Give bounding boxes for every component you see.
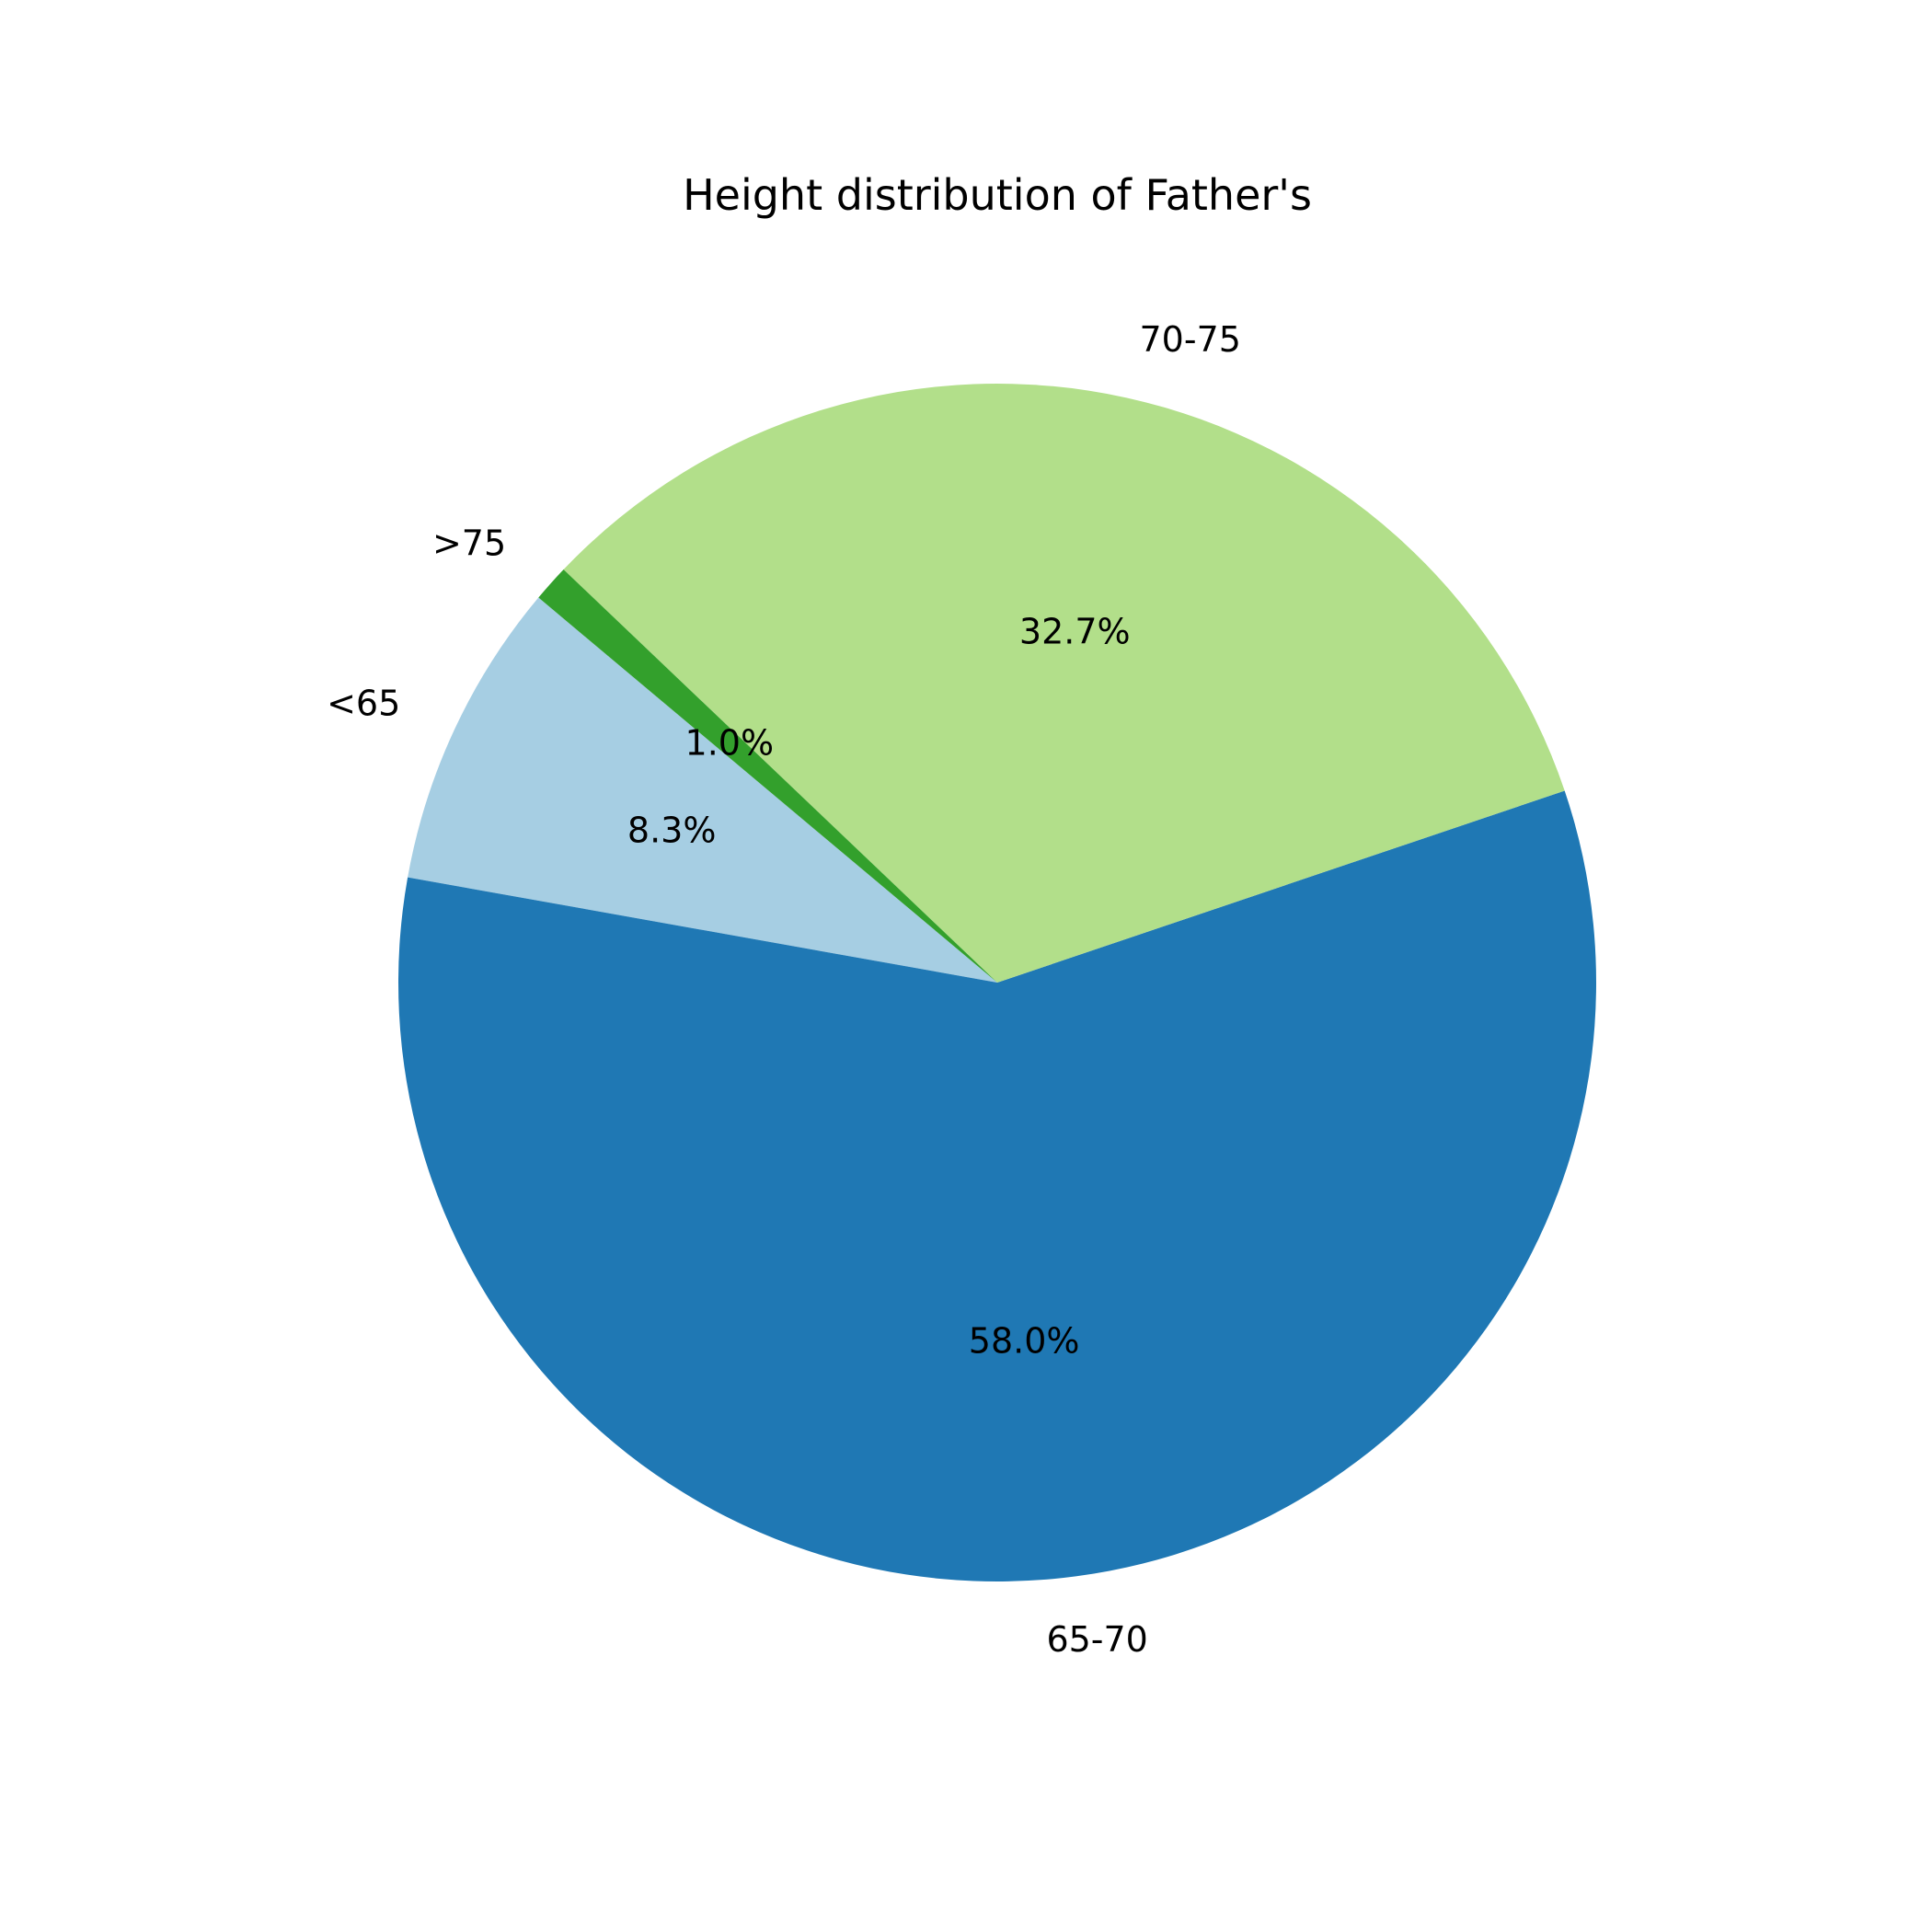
slice-label-65-70: 65-70 [1046, 1619, 1147, 1660]
pie-slice-70-75 [563, 383, 1565, 983]
slice-pct-gt75: 1.0% [685, 723, 775, 764]
pie-slice-65-70 [398, 790, 1596, 1581]
pie-labels: <65 8.3% 65-70 58.0% 70-75 32.7% >75 1.0% [327, 319, 1241, 1660]
slice-pct-lt65: 8.3% [627, 811, 717, 851]
slice-label-gt75: >75 [432, 523, 506, 564]
pie-slices [398, 383, 1596, 1581]
slice-label-70-75: 70-75 [1140, 319, 1241, 360]
slice-label-lt65: <65 [327, 684, 400, 724]
pie-slice-lt65 [408, 597, 998, 983]
slice-pct-70-75: 32.7% [1019, 612, 1131, 652]
pie-slice-gt75 [538, 569, 997, 983]
slice-pct-65-70: 58.0% [969, 1321, 1080, 1362]
chart-title: Height distribution of Father's [683, 170, 1312, 220]
